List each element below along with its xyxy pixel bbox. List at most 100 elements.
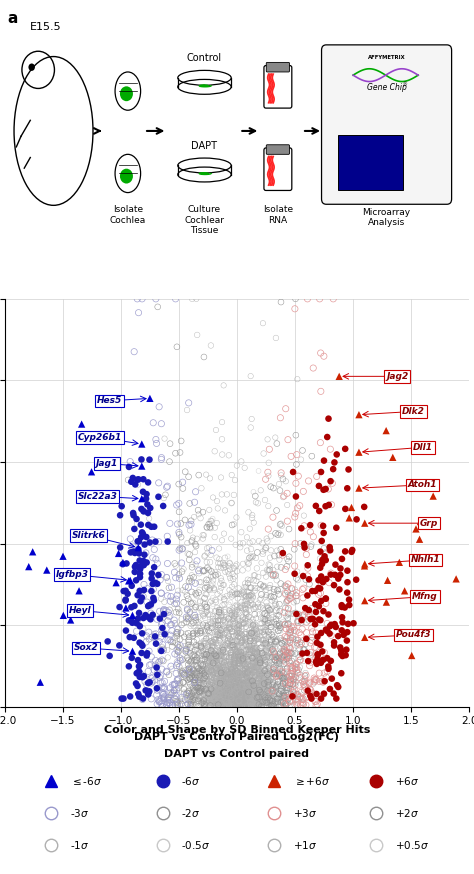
Point bbox=[244, 572, 252, 586]
Point bbox=[264, 644, 272, 658]
Point bbox=[208, 672, 215, 686]
Point bbox=[242, 628, 250, 642]
Point bbox=[269, 686, 276, 700]
Point bbox=[304, 683, 311, 697]
Point bbox=[246, 588, 254, 602]
Text: -1$\sigma$: -1$\sigma$ bbox=[70, 839, 89, 851]
Point bbox=[327, 475, 334, 489]
Point bbox=[196, 683, 203, 697]
Point bbox=[207, 570, 215, 584]
Point bbox=[281, 690, 289, 704]
Point bbox=[278, 695, 285, 709]
Point bbox=[291, 647, 299, 661]
Point bbox=[228, 640, 236, 654]
Point bbox=[209, 577, 216, 591]
Point bbox=[169, 593, 176, 607]
Point bbox=[294, 692, 301, 706]
Point bbox=[210, 635, 217, 649]
Point bbox=[280, 653, 287, 667]
Point bbox=[253, 657, 260, 671]
Point bbox=[207, 621, 215, 635]
Point bbox=[225, 683, 232, 697]
Point bbox=[208, 681, 216, 695]
Point bbox=[222, 658, 229, 672]
Point bbox=[249, 691, 256, 705]
Point bbox=[218, 627, 225, 641]
Point bbox=[228, 694, 235, 708]
Point bbox=[242, 638, 249, 652]
Point bbox=[282, 678, 289, 692]
Point bbox=[148, 675, 156, 689]
Point bbox=[198, 653, 206, 667]
Point bbox=[181, 639, 189, 653]
Point bbox=[283, 559, 291, 573]
Point bbox=[252, 646, 260, 660]
Point bbox=[251, 652, 259, 666]
Point bbox=[301, 669, 309, 683]
Point bbox=[171, 677, 178, 691]
Point bbox=[173, 674, 181, 688]
Point bbox=[250, 635, 257, 649]
Point bbox=[322, 545, 330, 558]
Point bbox=[216, 690, 224, 704]
Point bbox=[267, 645, 275, 659]
Point bbox=[274, 677, 282, 691]
Point bbox=[262, 638, 270, 652]
Point bbox=[224, 695, 231, 709]
Point bbox=[258, 681, 265, 695]
Point bbox=[292, 572, 300, 586]
Point bbox=[237, 693, 245, 707]
Point bbox=[408, 649, 416, 662]
Point bbox=[199, 662, 206, 676]
Point bbox=[338, 551, 346, 565]
Point bbox=[251, 689, 259, 703]
Point bbox=[263, 696, 271, 710]
Point bbox=[141, 538, 148, 551]
Point bbox=[254, 632, 262, 646]
Point bbox=[273, 544, 281, 558]
Point bbox=[214, 648, 221, 662]
Point bbox=[270, 667, 278, 681]
Point bbox=[238, 670, 246, 684]
Point bbox=[257, 697, 264, 711]
Point bbox=[244, 585, 251, 599]
Point bbox=[310, 361, 317, 375]
Point bbox=[234, 671, 241, 685]
Point bbox=[254, 661, 261, 675]
Point bbox=[256, 647, 264, 661]
Point bbox=[235, 671, 243, 685]
Point bbox=[252, 642, 259, 656]
Point bbox=[228, 694, 236, 708]
Point bbox=[289, 676, 297, 690]
Point bbox=[303, 690, 311, 704]
Point bbox=[229, 665, 237, 679]
Point bbox=[412, 522, 420, 536]
Point bbox=[238, 694, 246, 708]
Point bbox=[217, 671, 225, 685]
Point bbox=[277, 664, 285, 678]
Point bbox=[253, 661, 261, 675]
Point bbox=[222, 683, 229, 697]
Point bbox=[285, 649, 292, 662]
Point bbox=[254, 626, 261, 640]
Point bbox=[200, 670, 208, 684]
Point bbox=[283, 689, 291, 703]
Point bbox=[234, 586, 241, 600]
Point bbox=[258, 647, 265, 661]
Point bbox=[239, 691, 247, 705]
Point bbox=[201, 591, 209, 605]
Point bbox=[241, 594, 248, 608]
Point bbox=[122, 593, 129, 607]
Point bbox=[224, 697, 232, 711]
Point bbox=[211, 648, 219, 662]
Point bbox=[219, 642, 227, 656]
Point bbox=[271, 653, 278, 667]
Point bbox=[182, 688, 190, 702]
Point bbox=[221, 638, 228, 652]
Point bbox=[245, 588, 253, 602]
Point bbox=[325, 412, 332, 426]
Point bbox=[210, 656, 218, 670]
Point bbox=[288, 647, 295, 661]
Point bbox=[255, 695, 262, 709]
Point bbox=[209, 685, 217, 699]
